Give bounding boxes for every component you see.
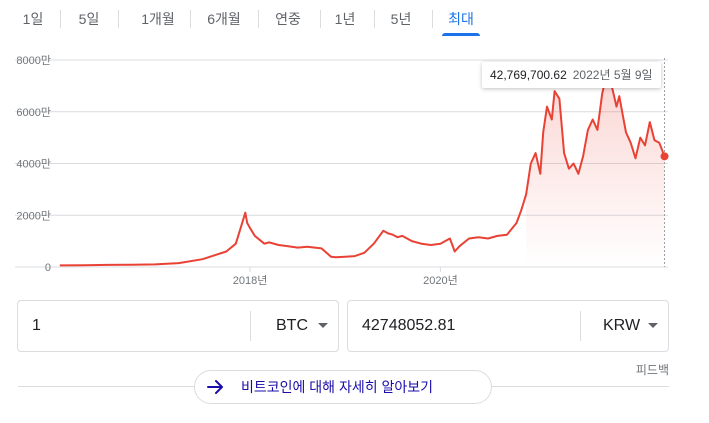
price-tooltip: 42,769,700.62 2022년 5월 9일 xyxy=(482,62,661,88)
y-tick-label: 4000만 xyxy=(16,158,51,171)
tab-5y[interactable]: 5년 xyxy=(384,6,418,32)
tab-label: 5년 xyxy=(390,11,412,27)
from-unit-select[interactable]: BTC xyxy=(276,317,308,334)
price-chart[interactable]: 0 2000만 4000만 6000만 8000만 2018년 2020년 xyxy=(0,40,709,290)
tab-divider xyxy=(374,10,375,28)
y-tick-label: 6000만 xyxy=(16,106,51,119)
tooltip-date: 2022년 5월 9일 xyxy=(572,68,653,82)
tab-max[interactable]: 최대 xyxy=(442,6,480,36)
y-tick-label: 0 xyxy=(45,262,51,274)
range-tabs: 1일 5일 1개월 6개월 연중 1년 5년 최대 xyxy=(0,0,709,36)
feedback-link[interactable]: 피드백 xyxy=(635,363,669,377)
price-area xyxy=(526,72,665,268)
tab-divider xyxy=(258,10,259,28)
learn-more-label: 비트코인에 대해 자세히 알아보기 xyxy=(241,379,433,395)
tab-label: 6개월 xyxy=(207,11,241,27)
tab-6m[interactable]: 6개월 xyxy=(196,6,252,32)
to-unit-select[interactable]: KRW xyxy=(603,317,641,334)
tab-label: 5일 xyxy=(78,11,100,27)
y-tick-label: 2000만 xyxy=(16,209,51,222)
to-amount-input[interactable]: 42748052.81 xyxy=(362,317,456,334)
tooltip-price: 42,769,700.62 xyxy=(490,68,567,82)
chevron-down-icon[interactable] xyxy=(648,323,658,328)
tab-divider xyxy=(432,10,433,28)
chevron-down-icon[interactable] xyxy=(318,323,328,328)
y-tick-label: 8000만 xyxy=(16,54,51,67)
tab-5d[interactable]: 5일 xyxy=(70,6,108,32)
field-divider xyxy=(580,311,581,341)
tab-label: 최대 xyxy=(448,11,474,27)
learn-more-button[interactable]: 비트코인에 대해 자세히 알아보기 xyxy=(194,370,492,404)
x-tick-label: 2018년 xyxy=(233,274,268,287)
tab-label: 1년 xyxy=(334,11,356,27)
tab-divider xyxy=(118,10,119,28)
from-currency-box: 1 BTC xyxy=(17,300,339,352)
tab-ytd[interactable]: 연중 xyxy=(266,6,310,32)
active-tab-indicator xyxy=(442,33,480,36)
to-currency-box: 42748052.81 KRW xyxy=(347,300,669,352)
tab-divider xyxy=(60,10,61,28)
tab-1d[interactable]: 1일 xyxy=(16,6,50,32)
arrow-right-icon xyxy=(207,380,223,394)
tab-label: 연중 xyxy=(275,11,301,27)
tab-divider xyxy=(190,10,191,28)
from-amount-input[interactable]: 1 xyxy=(32,317,41,334)
tab-label: 1일 xyxy=(22,11,44,27)
tab-divider xyxy=(320,10,321,28)
tab-label: 1개월 xyxy=(141,11,175,27)
field-divider xyxy=(250,311,251,341)
tab-1y[interactable]: 1년 xyxy=(328,6,362,32)
tab-1m[interactable]: 1개월 xyxy=(128,6,188,32)
hover-point xyxy=(660,152,669,161)
x-tick-label: 2020년 xyxy=(423,274,458,287)
